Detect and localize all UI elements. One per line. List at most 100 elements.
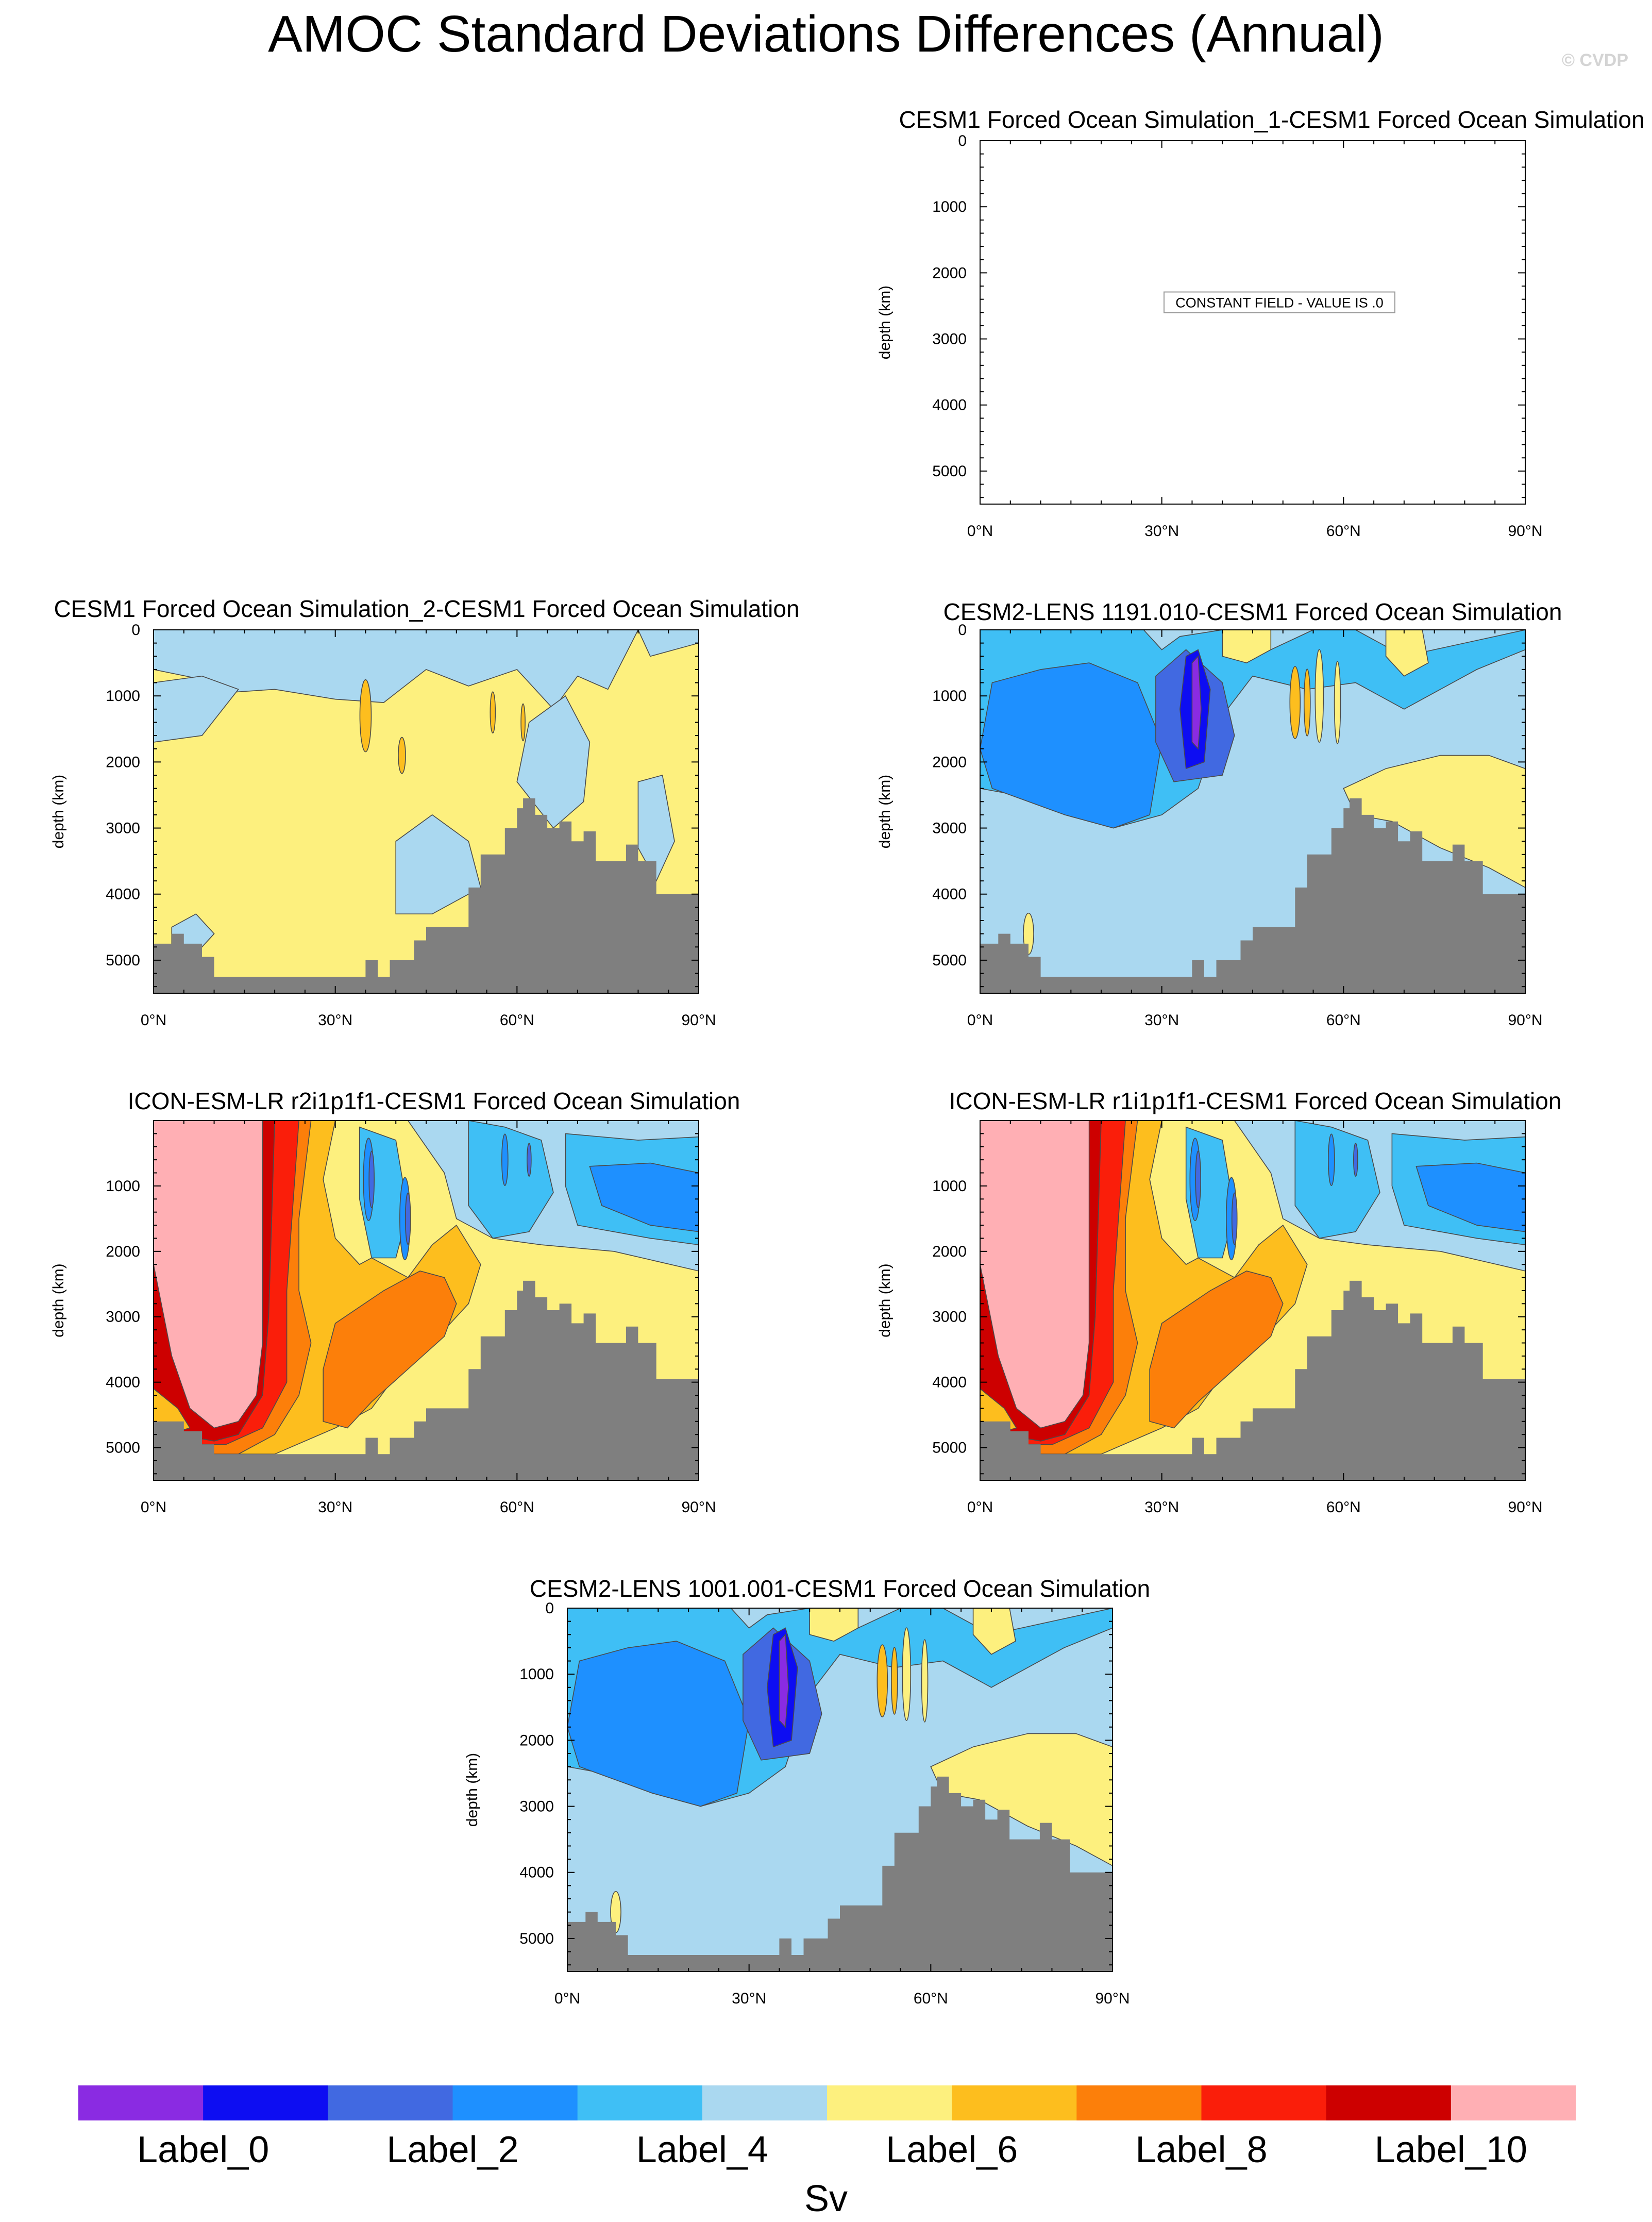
y-tick-label: 3000 xyxy=(932,1309,967,1326)
field-blob xyxy=(1328,1133,1335,1186)
bathymetry-mask xyxy=(154,1280,699,1480)
field-blob xyxy=(921,1639,929,1723)
colorbar-swatch xyxy=(78,2085,204,2120)
colorbar-label: Label_4 xyxy=(636,2129,768,2170)
y-tick-label: 3000 xyxy=(519,1798,554,1815)
panel-title: ICON-ESM-LR r1i1p1f1-CESM1 Forced Ocean … xyxy=(949,1088,1562,1114)
y-tick-label: 0 xyxy=(131,622,140,639)
y-tick-label: 5000 xyxy=(106,952,140,969)
x-tick-label: 90°N xyxy=(681,1012,716,1029)
y-tick-label: 5000 xyxy=(519,1930,554,1947)
x-tick-label: 30°N xyxy=(318,1012,352,1029)
y-tick-label: 2000 xyxy=(519,1732,554,1749)
y-tick-label: 2000 xyxy=(932,264,967,281)
x-tick-label: 60°N xyxy=(914,1990,948,2007)
x-tick-label: 0°N xyxy=(967,1499,993,1516)
field-blob xyxy=(1231,1192,1238,1245)
colorbar-swatch xyxy=(1076,2085,1202,2120)
panel-3: 0°N 30°N 60°N 90°N 0 1000 2000 3000 4000 5000 dept… xyxy=(876,598,1562,1029)
y-tick-label: 4000 xyxy=(106,886,140,903)
x-tick-label: 60°N xyxy=(1326,1012,1361,1029)
field-region xyxy=(1385,630,1429,677)
y-tick-label: 1000 xyxy=(106,1178,140,1195)
colorbar-label: Label_0 xyxy=(137,2129,269,2170)
field-blob xyxy=(1289,666,1301,739)
colorbar-swatch xyxy=(1326,2085,1452,2120)
x-tick-label: 90°N xyxy=(1508,1499,1542,1516)
field-blob xyxy=(501,1133,509,1186)
y-tick-label: 1000 xyxy=(106,688,140,705)
cvdp-watermark: © CVDP xyxy=(1562,51,1628,70)
field-region xyxy=(468,1121,554,1239)
y-tick-label: 3000 xyxy=(106,1309,140,1326)
colorbar-label: Label_10 xyxy=(1375,2129,1527,2170)
colorbar-label: Label_8 xyxy=(1135,2129,1267,2170)
field-region xyxy=(980,662,1162,829)
y-axis-label: depth (km) xyxy=(50,1263,67,1337)
y-tick-label: 1000 xyxy=(932,198,967,215)
y-tick-label: 0 xyxy=(545,1600,554,1617)
y-tick-label: 4000 xyxy=(932,886,967,903)
x-tick-label: 30°N xyxy=(732,1990,766,2007)
figure-title: AMOC Standard Deviations Differences (An… xyxy=(268,5,1384,63)
x-tick-label: 60°N xyxy=(1326,523,1361,540)
y-tick-label: 2000 xyxy=(932,754,967,771)
y-tick-label: 2000 xyxy=(106,1243,140,1260)
field-blob xyxy=(1195,1150,1201,1209)
x-tick-label: 90°N xyxy=(1508,1012,1542,1029)
field-region xyxy=(1343,755,1525,888)
field-blob xyxy=(1314,649,1324,743)
y-tick-label: 5000 xyxy=(932,1440,967,1457)
colorbar-swatch xyxy=(1201,2085,1327,2120)
field-blob xyxy=(1353,1143,1358,1177)
constant-field-note: CONSTANT FIELD - VALUE IS .0 xyxy=(1175,295,1384,311)
bathymetry-mask xyxy=(567,1776,1112,1972)
colorbar-swatch xyxy=(1451,2085,1576,2120)
field-region xyxy=(637,774,675,882)
bathymetry-mask xyxy=(980,798,1525,993)
x-tick-label: 30°N xyxy=(1144,1499,1179,1516)
field-blob xyxy=(359,679,372,753)
y-tick-label: 1000 xyxy=(932,688,967,705)
y-tick-label: 3000 xyxy=(106,820,140,837)
field-blob xyxy=(902,1627,912,1721)
field-blob xyxy=(527,1143,532,1177)
field-blob xyxy=(404,1192,411,1245)
colorbar-swatch xyxy=(952,2085,1077,2120)
y-tick-label: 1000 xyxy=(932,1178,967,1195)
panel-title: CESM2-LENS 1001.001-CESM1 Forced Ocean S… xyxy=(530,1575,1150,1602)
y-tick-label: 3000 xyxy=(932,820,967,837)
contour-fill xyxy=(980,630,1525,993)
colorbar-swatch xyxy=(827,2085,952,2120)
x-tick-label: 0°N xyxy=(967,523,993,540)
y-tick-label: 5000 xyxy=(106,1440,140,1457)
colorbar-swatch xyxy=(577,2085,703,2120)
colorbar-label: Label_6 xyxy=(886,2129,1018,2170)
y-tick-label: 4000 xyxy=(932,1374,967,1391)
colorbar-swatch xyxy=(452,2085,578,2120)
colorbar-units: Sv xyxy=(804,2178,848,2219)
y-tick-label: 2000 xyxy=(106,754,140,771)
field-blob xyxy=(876,1644,888,1717)
field-region xyxy=(154,675,239,743)
panel-title: CESM1 Forced Ocean Simulation_2-CESM1 Fo… xyxy=(54,595,799,622)
field-region xyxy=(323,1271,457,1429)
y-tick-label: 5000 xyxy=(932,463,967,480)
panel-grid: 0°N 30°N 60°N 90°N 0 1000 2000 3000 4000 5000 dept… xyxy=(50,106,1645,2007)
plot-frame xyxy=(980,140,1526,505)
x-tick-label: 0°N xyxy=(967,1012,993,1029)
x-tick-label: 0°N xyxy=(554,1990,580,2007)
y-tick-label: 3000 xyxy=(932,331,967,348)
panel-2: 0°N 30°N 60°N 90°N 0 1000 2000 3000 4000 5000 dept… xyxy=(50,595,800,1029)
field-region xyxy=(779,1633,789,1728)
x-tick-label: 90°N xyxy=(681,1499,716,1516)
x-tick-label: 30°N xyxy=(318,1499,352,1516)
field-blob xyxy=(891,1647,898,1715)
field-region xyxy=(809,1608,859,1642)
y-tick-label: 0 xyxy=(958,132,967,149)
panel-6: 0°N 30°N 60°N 90°N 0 1000 2000 3000 4000 5000 dept… xyxy=(464,1575,1150,2007)
panel-5: 0°N 30°N 60°N 90°N 1000 2000 3000 4000 5000 depth… xyxy=(876,1088,1561,1516)
field-blob xyxy=(398,737,406,774)
field-region xyxy=(930,1733,1112,1866)
